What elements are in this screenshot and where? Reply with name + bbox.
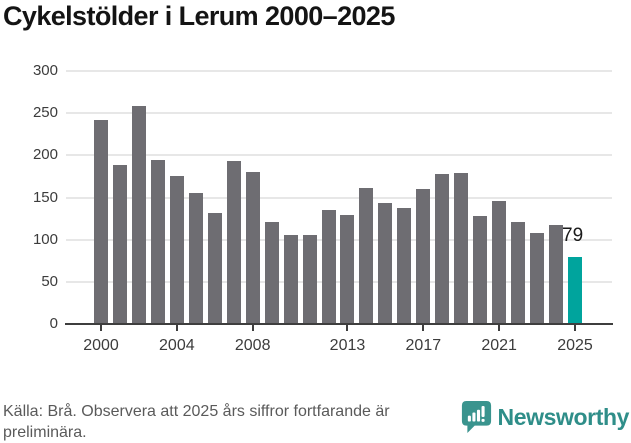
bar-2018 xyxy=(435,173,450,324)
y-axis-label-200: 200 xyxy=(32,146,58,164)
x-axis-tick-2013 xyxy=(346,325,349,331)
bar-2005 xyxy=(188,193,203,324)
bar-2013 xyxy=(340,215,355,324)
y-axis-label-250: 250 xyxy=(32,104,58,122)
bar-2016 xyxy=(397,208,412,324)
x-axis-tick-2004 xyxy=(175,325,178,331)
bar-2010 xyxy=(283,235,298,324)
bar-2023 xyxy=(530,232,545,324)
x-axis-label-2025: 2025 xyxy=(557,337,593,354)
y-axis-label-50: 50 xyxy=(41,272,58,290)
x-axis-tick-2008 xyxy=(251,325,254,331)
y-axis-label-150: 150 xyxy=(32,188,58,206)
bar-2003 xyxy=(150,159,165,324)
x-axis-label-2004: 2004 xyxy=(159,337,195,354)
source-note: Källa: Brå. Observera att 2025 års siffr… xyxy=(3,403,390,441)
x-axis-label-2013: 2013 xyxy=(329,337,366,354)
newsworthy-speech-bubble-chart-icon xyxy=(461,401,491,433)
bar-2020 xyxy=(473,216,488,324)
chart-title: Cykelstölder i Lerum 2000–2025 xyxy=(3,1,395,31)
x-axis-label-2017: 2017 xyxy=(405,337,442,354)
y-axis-label-0: 0 xyxy=(49,315,58,332)
bar-2024 xyxy=(549,225,564,324)
footer: Källa: Brå. Observera att 2025 års siffr… xyxy=(0,398,631,441)
bar-2001 xyxy=(112,165,127,324)
highlight-value-label: 79 xyxy=(562,225,584,247)
bar-2014 xyxy=(359,188,374,324)
bar-2007 xyxy=(226,161,241,324)
bar-2021 xyxy=(492,200,507,324)
gridline-100 xyxy=(66,238,612,241)
y-axis-label-300: 300 xyxy=(32,62,58,79)
bar-2011 xyxy=(302,235,317,324)
newsworthy-logo: Newsworthy xyxy=(461,400,629,434)
bar-2008 xyxy=(245,172,260,324)
bar-2019 xyxy=(454,173,469,324)
bar-2022 xyxy=(511,221,526,324)
bar-2009 xyxy=(264,221,279,324)
x-axis-tick-2025 xyxy=(574,325,576,331)
x-axis-label-2008: 2008 xyxy=(234,337,271,354)
gridline-250 xyxy=(66,112,612,115)
brand-name: Newsworthy xyxy=(497,403,630,430)
x-axis-tick-2000 xyxy=(100,325,102,331)
bar-2025 xyxy=(568,257,582,324)
x-axis-line xyxy=(65,323,613,325)
bar-2002 xyxy=(131,106,146,324)
bar-2006 xyxy=(207,212,222,324)
bar-2012 xyxy=(321,210,336,324)
bar-2017 xyxy=(416,189,431,324)
gridline-50 xyxy=(66,280,612,283)
bar-2000 xyxy=(94,119,108,324)
gridline-300 xyxy=(66,70,612,72)
x-axis-label-2021: 2021 xyxy=(481,337,517,354)
gridline-150 xyxy=(66,196,612,199)
x-axis-tick-2021 xyxy=(498,325,501,331)
bar-2004 xyxy=(169,175,184,324)
x-axis-label-2000: 2000 xyxy=(83,337,119,354)
bar-2015 xyxy=(378,203,393,324)
x-axis-tick-2017 xyxy=(422,325,425,331)
gridline-200 xyxy=(66,154,612,157)
y-axis-label-100: 100 xyxy=(32,230,58,248)
